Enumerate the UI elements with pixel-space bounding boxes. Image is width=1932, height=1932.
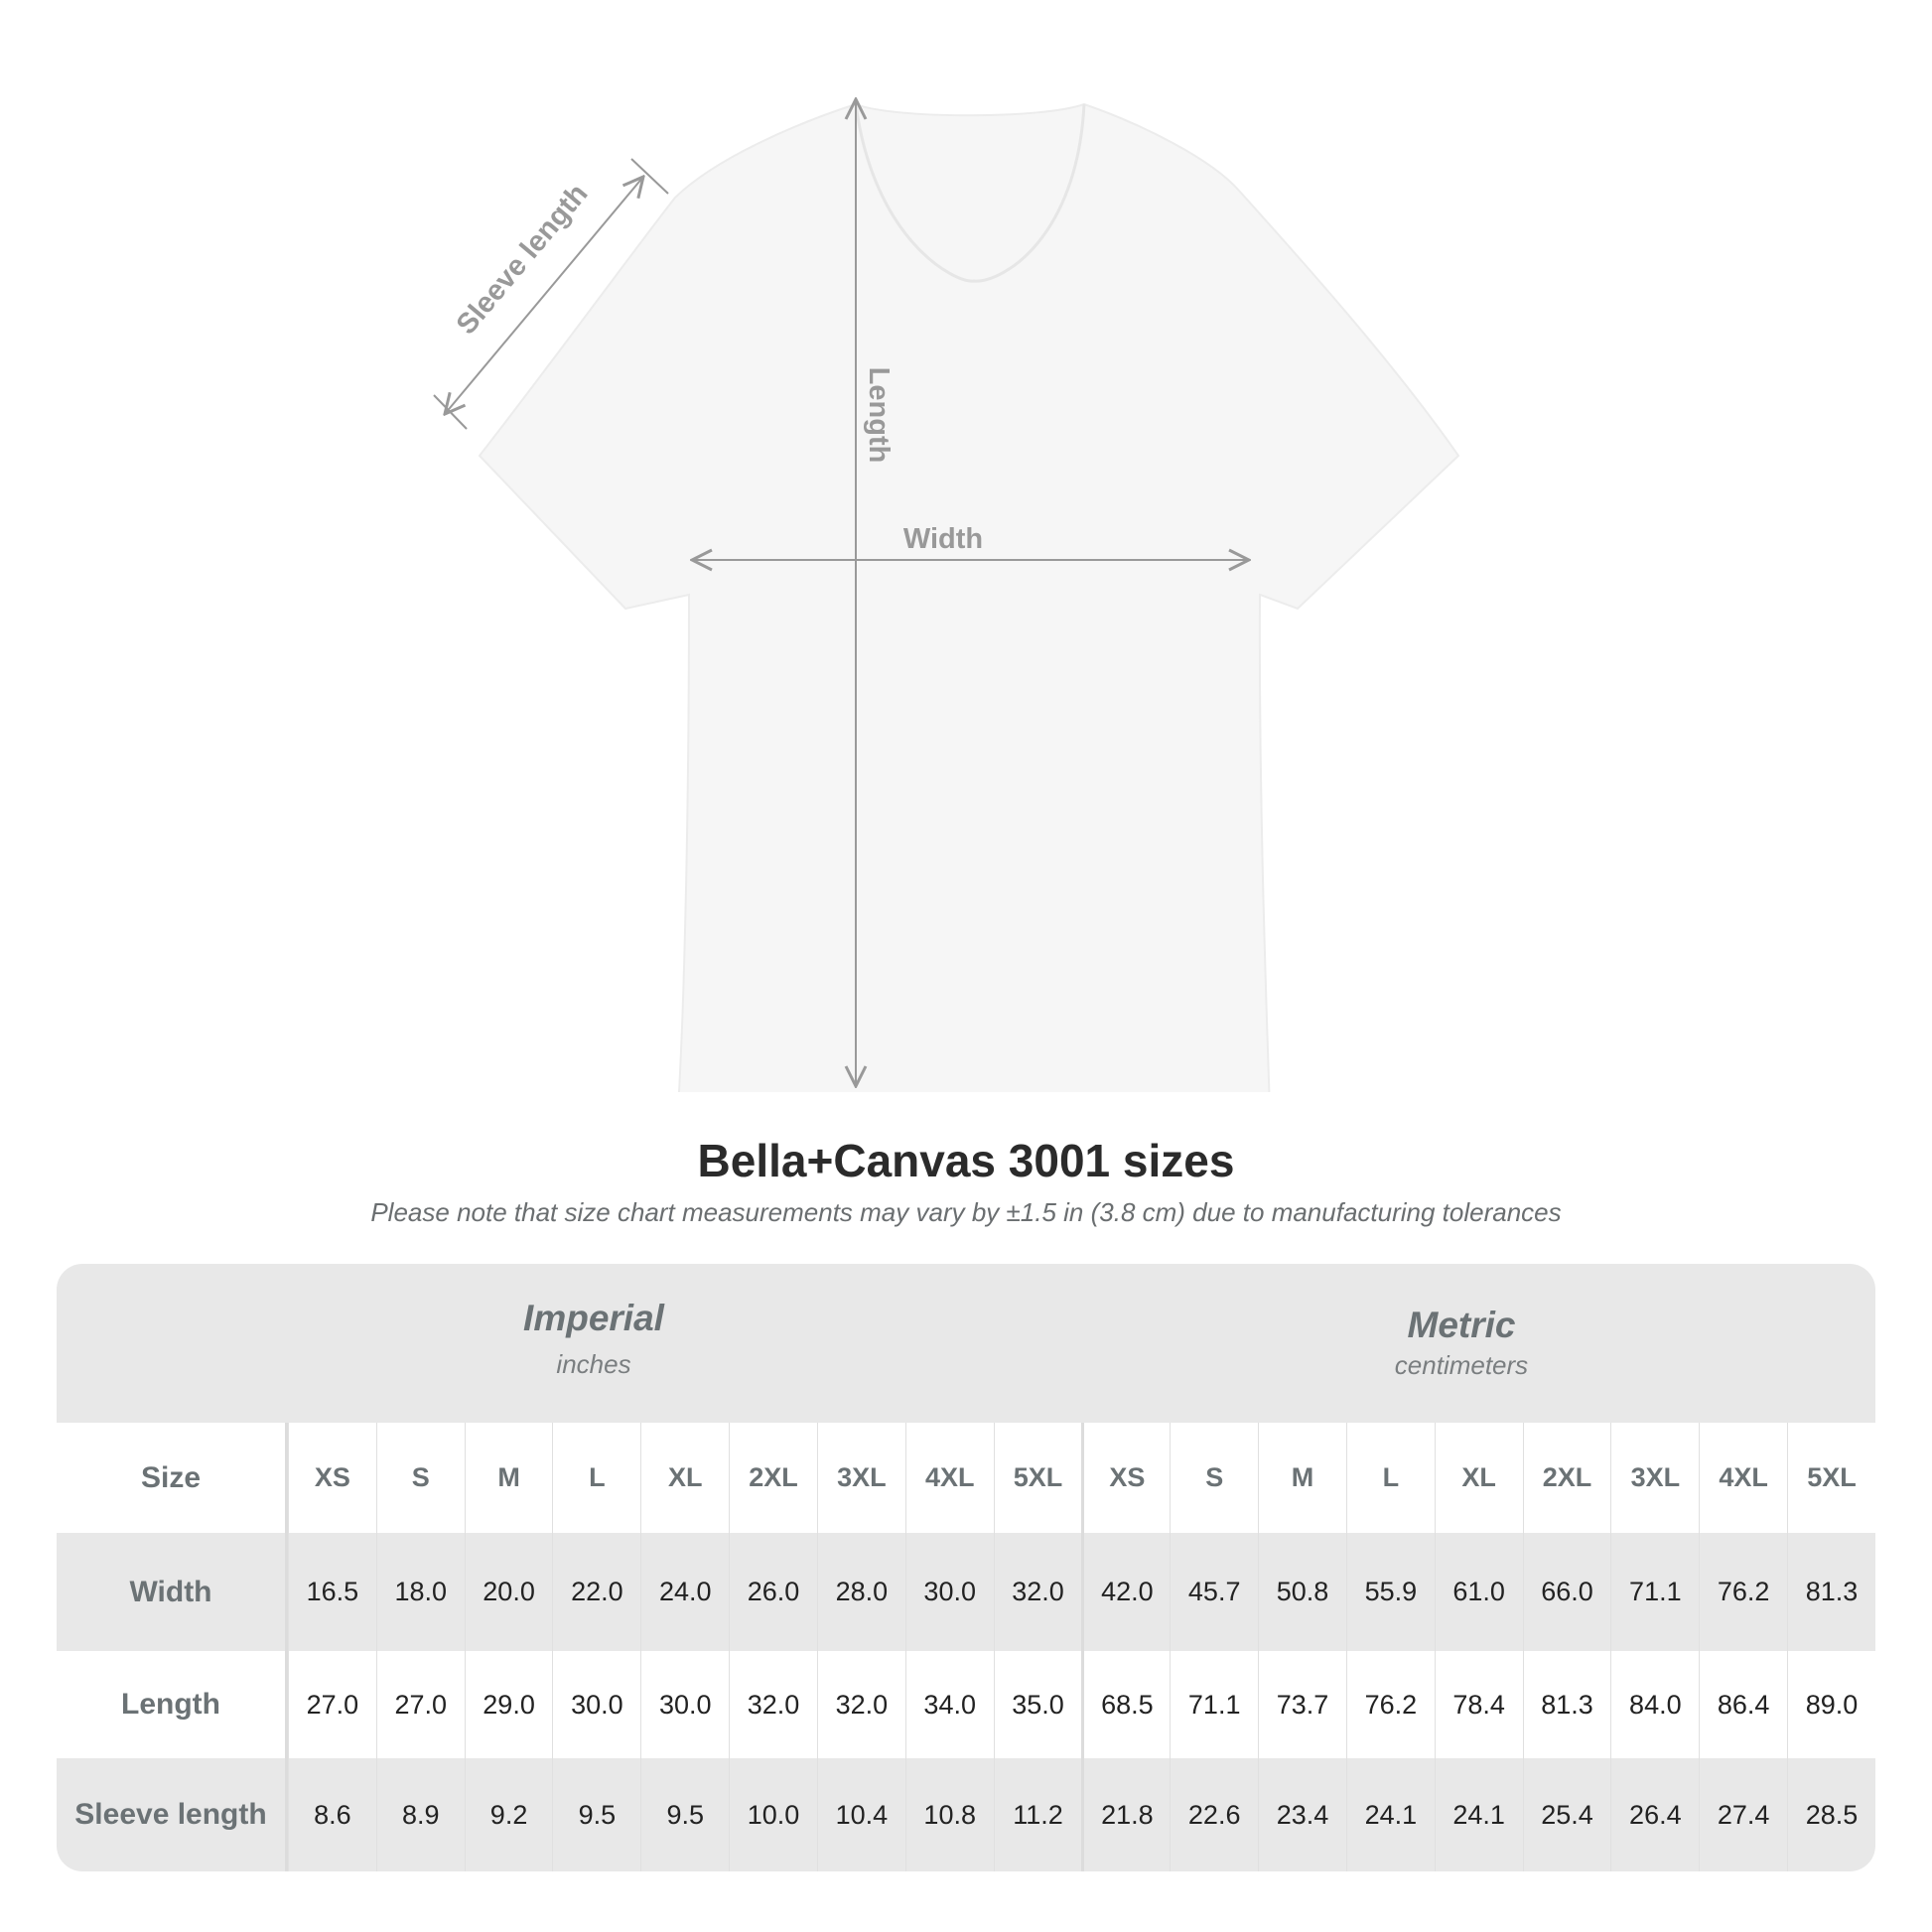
table-row: Width 16.5 18.0 20.0 22.0 24.0 26.0 28.0 30.0 32.… <box>57 1533 1875 1651</box>
metric-title: Metric <box>1407 1305 1516 1345</box>
imperial-value-cell: 27.0 <box>375 1651 465 1758</box>
metric-size-header: L <box>1345 1423 1435 1533</box>
imperial-value-cell: 11.2 <box>993 1758 1082 1871</box>
tshirt-collar <box>854 103 1086 283</box>
metric-size-header: XL <box>1434 1423 1523 1533</box>
metric-value-cell: 22.6 <box>1170 1758 1258 1871</box>
imperial-size-header: XS <box>288 1423 376 1533</box>
imperial-value-cell: 32.0 <box>729 1651 817 1758</box>
metric-value-cell: 50.8 <box>1258 1533 1346 1651</box>
metric-value-cell: 86.4 <box>1699 1651 1787 1758</box>
size-table: Imperial inches Metric centimeters Size X… <box>57 1264 1875 1871</box>
metric-value-cell: 89.0 <box>1787 1651 1875 1758</box>
metric-value-cell: 55.9 <box>1345 1533 1435 1651</box>
metric-value-cell: 76.2 <box>1345 1651 1435 1758</box>
imperial-value-cell: 8.9 <box>375 1758 465 1871</box>
imperial-value-cell: 26.0 <box>729 1533 817 1651</box>
imperial-unit: inches <box>556 1349 631 1379</box>
imperial-value-cell: 20.0 <box>464 1533 553 1651</box>
metric-value-cell: 73.7 <box>1258 1651 1346 1758</box>
metric-value-cell: 26.4 <box>1610 1758 1699 1871</box>
sleeve-length-label: Sleeve length <box>451 178 595 341</box>
sleeve-tick-top <box>630 158 669 195</box>
metric-value-cell: 68.5 <box>1081 1651 1170 1758</box>
sleeve-arrow <box>445 177 643 414</box>
imperial-value-cell: 9.2 <box>464 1758 553 1871</box>
imperial-size-header: L <box>552 1423 640 1533</box>
row-label: Length <box>57 1651 288 1758</box>
imperial-size-header: XL <box>640 1423 729 1533</box>
metric-value-cell: 71.1 <box>1170 1651 1258 1758</box>
imperial-size-header: 4XL <box>904 1423 994 1533</box>
imperial-value-cell: 34.0 <box>904 1651 994 1758</box>
metric-value-cell: 76.2 <box>1699 1533 1787 1651</box>
imperial-value-cell: 30.0 <box>640 1651 729 1758</box>
unit-header-band <box>57 1264 1875 1423</box>
metric-value-cell: 21.8 <box>1081 1758 1170 1871</box>
metric-value-cell: 24.1 <box>1434 1758 1523 1871</box>
table-row: Sleeve length 8.6 8.9 9.2 9.5 9.5 10.0 10.4 10.8… <box>57 1758 1875 1871</box>
imperial-title: Imperial <box>523 1298 664 1338</box>
imperial-value-cell: 8.6 <box>288 1758 376 1871</box>
imperial-value-cell: 24.0 <box>640 1533 729 1651</box>
imperial-value-cell: 30.0 <box>904 1533 994 1651</box>
imperial-value-cell: 18.0 <box>375 1533 465 1651</box>
metric-header: Metric centimeters <box>1164 1305 1759 1381</box>
imperial-value-cell: 10.8 <box>904 1758 994 1871</box>
imperial-header: Imperial inches <box>296 1298 892 1380</box>
imperial-value-cell: 29.0 <box>464 1651 553 1758</box>
imperial-value-cell: 32.0 <box>993 1533 1082 1651</box>
metric-value-cell: 71.1 <box>1610 1533 1699 1651</box>
imperial-size-header: 2XL <box>729 1423 817 1533</box>
imperial-size-header: S <box>375 1423 465 1533</box>
metric-size-header: 4XL <box>1699 1423 1787 1533</box>
row-label: Width <box>57 1533 288 1651</box>
size-header-row: Size XS S M L XL 2XL 3XL 4XL 5XL XS S M L XL 2XL 3XL 4XL 5… <box>57 1423 1875 1533</box>
metric-size-header: 2XL <box>1522 1423 1611 1533</box>
tshirt-shape <box>478 102 1460 1092</box>
imperial-size-header: 5XL <box>993 1423 1082 1533</box>
metric-size-header: XS <box>1081 1423 1170 1533</box>
imperial-value-cell: 10.4 <box>816 1758 905 1871</box>
row-label: Size <box>57 1423 288 1533</box>
table-row: Length 27.0 27.0 29.0 30.0 30.0 32.0 32.0 34.0 35… <box>57 1651 1875 1758</box>
imperial-value-cell: 22.0 <box>552 1533 640 1651</box>
imperial-size-header: 3XL <box>816 1423 905 1533</box>
sleeve-tick-bottom <box>433 394 468 430</box>
tolerance-note: Please note that size chart measurements… <box>370 1197 1562 1227</box>
metric-value-cell: 27.4 <box>1699 1758 1787 1871</box>
metric-value-cell: 66.0 <box>1522 1533 1611 1651</box>
metric-value-cell: 45.7 <box>1170 1533 1258 1651</box>
metric-size-header: M <box>1258 1423 1346 1533</box>
metric-size-header: S <box>1170 1423 1258 1533</box>
metric-value-cell: 84.0 <box>1610 1651 1699 1758</box>
imperial-value-cell: 30.0 <box>552 1651 640 1758</box>
metric-value-cell: 28.5 <box>1787 1758 1875 1871</box>
metric-value-cell: 81.3 <box>1787 1533 1875 1651</box>
metric-unit: centimeters <box>1394 1350 1529 1380</box>
imperial-value-cell: 27.0 <box>288 1651 376 1758</box>
row-label: Sleeve length <box>57 1758 288 1871</box>
metric-value-cell: 42.0 <box>1081 1533 1170 1651</box>
page-title: Bella+Canvas 3001 sizes <box>697 1135 1235 1186</box>
imperial-value-cell: 16.5 <box>288 1533 376 1651</box>
length-label: Length <box>863 367 895 464</box>
metric-value-cell: 25.4 <box>1522 1758 1611 1871</box>
imperial-size-header: M <box>464 1423 553 1533</box>
imperial-value-cell: 9.5 <box>640 1758 729 1871</box>
metric-value-cell: 23.4 <box>1258 1758 1346 1871</box>
imperial-value-cell: 35.0 <box>993 1651 1082 1758</box>
imperial-value-cell: 9.5 <box>552 1758 640 1871</box>
imperial-value-cell: 10.0 <box>729 1758 817 1871</box>
metric-value-cell: 24.1 <box>1345 1758 1435 1871</box>
metric-value-cell: 61.0 <box>1434 1533 1523 1651</box>
width-label: Width <box>903 523 983 555</box>
metric-size-header: 5XL <box>1787 1423 1875 1533</box>
imperial-value-cell: 28.0 <box>816 1533 905 1651</box>
tshirt-diagram: Width Length Sleeve length <box>433 0 1460 1092</box>
metric-size-header: 3XL <box>1610 1423 1699 1533</box>
metric-value-cell: 81.3 <box>1522 1651 1611 1758</box>
metric-value-cell: 78.4 <box>1434 1651 1523 1758</box>
imperial-value-cell: 32.0 <box>816 1651 905 1758</box>
